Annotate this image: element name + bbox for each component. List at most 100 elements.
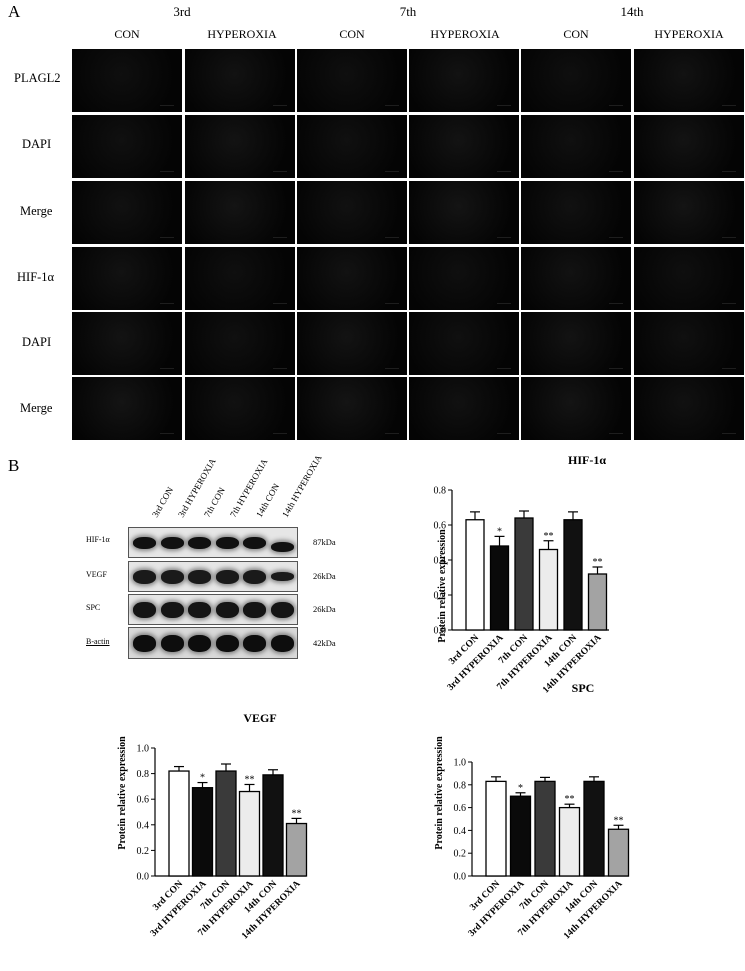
scale-bar: [385, 368, 399, 369]
protein-band: [215, 601, 239, 618]
y-tick-label: 1.0: [137, 744, 150, 755]
protein-band: [160, 536, 184, 549]
protein-band: [188, 536, 211, 549]
significance-marker: **: [292, 808, 302, 819]
micrograph-image: [185, 247, 295, 310]
bar: [465, 519, 485, 631]
chart-ylabel: Protein relative expression: [437, 529, 448, 643]
significance-marker: **: [544, 531, 554, 542]
y-tick-label: 0.2: [454, 849, 467, 860]
micrograph-image: [409, 49, 519, 112]
y-tick-label: 0.8: [454, 780, 467, 791]
protein-band: [188, 634, 211, 652]
bar: [509, 795, 532, 877]
significance-marker: **: [245, 774, 255, 785]
micrograph-image: [634, 49, 744, 112]
scale-bar: [497, 237, 511, 238]
protein-band: [133, 601, 156, 618]
blot-kda-label: 26kDa: [313, 604, 336, 614]
micrograph-image: [297, 115, 407, 178]
scale-bar: [722, 368, 736, 369]
scale-bar: [160, 433, 174, 434]
protein-band: [243, 601, 266, 618]
scale-bar: [385, 171, 399, 172]
protein-band: [133, 569, 156, 584]
bar: [191, 787, 214, 877]
blot-protein-label: HIF-1α: [86, 535, 110, 544]
scale-bar: [722, 237, 736, 238]
row-label-dapi: DAPI: [22, 137, 52, 151]
condition-label: CON: [114, 27, 140, 41]
protein-band: [188, 569, 211, 584]
micrograph-image: [297, 312, 407, 375]
chart-title: SPC: [572, 681, 595, 695]
lane-label: 7th CON: [202, 485, 228, 519]
bar: [534, 780, 556, 877]
blot-protein-label: Β-actin: [86, 637, 110, 646]
bar: [538, 548, 559, 631]
micrograph-image: [297, 247, 407, 310]
bar: [587, 573, 608, 631]
protein-band: [243, 634, 266, 652]
significance-marker: **: [614, 815, 624, 826]
blot-strip: [128, 527, 298, 558]
scale-bar: [385, 237, 399, 238]
bar: [489, 545, 510, 631]
protein-band: [160, 601, 184, 618]
micrograph-image: [409, 312, 519, 375]
protein-band: [270, 634, 294, 652]
micrograph-image: [409, 247, 519, 310]
day-label-14th: 14th: [620, 4, 644, 19]
y-tick-label: 0.4: [434, 556, 447, 567]
scale-bar: [385, 303, 399, 304]
chart-ylabel: Protein relative expression: [434, 736, 445, 850]
row-label-hif1a: HIF-1α: [17, 270, 55, 284]
micrograph-image: [297, 49, 407, 112]
scale-bar: [273, 237, 287, 238]
scale-bar: [273, 303, 287, 304]
chart-title: VEGF: [243, 711, 276, 725]
micrograph-image: [521, 49, 631, 112]
scale-bar: [722, 105, 736, 106]
y-tick-label: 0.6: [454, 803, 467, 814]
scale-bar: [385, 105, 399, 106]
panel-a-label: A: [8, 2, 21, 21]
y-tick-label: 0.8: [434, 486, 447, 497]
micrograph-image: [72, 312, 182, 375]
micrograph-image: [521, 247, 631, 310]
condition-label: HYPEROXIA: [654, 27, 724, 41]
bar: [215, 770, 237, 877]
blot-protein-label: SPC: [86, 603, 101, 612]
protein-band: [133, 634, 156, 652]
condition-label: CON: [563, 27, 589, 41]
micrograph-image: [521, 312, 631, 375]
protein-band: [188, 601, 211, 618]
micrograph-image: [185, 181, 295, 244]
micrograph-image: [634, 115, 744, 178]
scale-bar: [273, 105, 287, 106]
micrograph-image: [72, 49, 182, 112]
y-tick-label: 0.0: [434, 626, 447, 637]
blot-strip: [128, 627, 298, 659]
micrograph-image: [72, 181, 182, 244]
micrograph-image: [72, 115, 182, 178]
protein-band: [133, 536, 156, 549]
micrograph-image: [185, 49, 295, 112]
micrograph-image: [185, 312, 295, 375]
scale-bar: [160, 303, 174, 304]
chart-title: HIF-1α: [568, 453, 606, 467]
scale-bar: [609, 237, 623, 238]
significance-marker: *: [497, 526, 502, 537]
scale-bar: [160, 171, 174, 172]
micrograph-image: [521, 377, 631, 440]
condition-label: HYPEROXIA: [207, 27, 277, 41]
protein-band: [160, 569, 184, 584]
bar: [485, 780, 507, 877]
scale-bar: [497, 105, 511, 106]
significance-marker: **: [593, 557, 603, 568]
blot-kda-label: 87kDa: [313, 537, 336, 547]
bar: [607, 828, 630, 877]
bar: [563, 519, 583, 631]
micrograph-image: [72, 377, 182, 440]
